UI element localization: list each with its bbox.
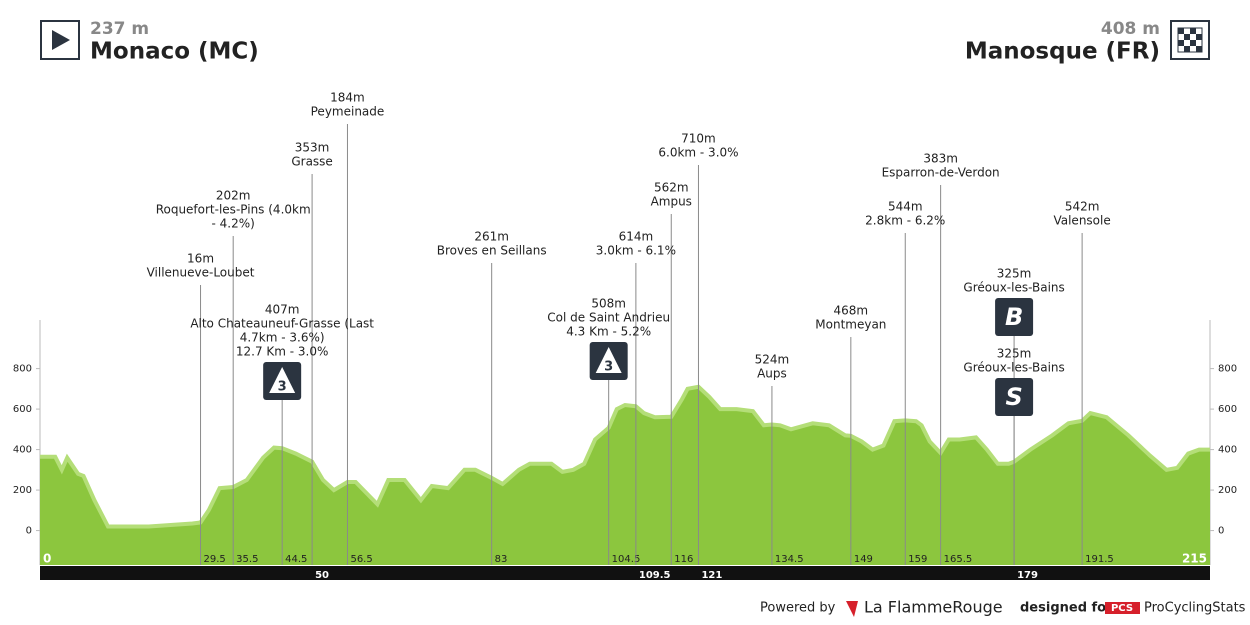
profile-layer: 0 0 200 200 400 400 600 600 800 800 0 215 29.5 35.5 44… (13, 124, 1237, 566)
point-label: 542m (1065, 200, 1100, 214)
km-label: 35.5 (236, 554, 258, 565)
point-label: 407m (265, 303, 300, 317)
point-label: Montmeyan (815, 318, 886, 332)
start-name: Monaco (MC) (90, 39, 259, 65)
point-label: Esparron-de-Verdon (882, 166, 1000, 180)
point-label: 261m (474, 230, 509, 244)
icon-mountain (595, 347, 622, 373)
km-bar-label: 179 (1017, 570, 1038, 581)
point-label: 383m (923, 152, 958, 166)
point-label: Broves en Seillans (437, 244, 547, 258)
km-start: 0 (43, 552, 51, 566)
y-tick-label: 0 (26, 526, 32, 537)
km-label: 149 (854, 554, 873, 565)
finish-icon (1170, 20, 1210, 60)
icon-box (995, 298, 1034, 336)
start-elevation: 237 m (90, 19, 149, 39)
point-label: Gréoux-les-Bains (963, 361, 1064, 375)
km-label: 83 (495, 554, 508, 565)
site-name: ProCyclingStats (1144, 601, 1246, 616)
flamme-logo (846, 601, 858, 617)
point-label: 524m (755, 353, 790, 367)
y-tick-label: 400 (13, 445, 32, 456)
point-label: 710m (681, 132, 716, 146)
point-label: 3.0km - 6.1% (596, 244, 676, 258)
start-icon (40, 20, 80, 60)
point-label: 468m (834, 304, 869, 318)
point-label: 184m (330, 91, 365, 105)
point-label: Col de Saint Andrieu (547, 311, 670, 325)
icon-text: 3 (604, 360, 613, 375)
y-tick-label: 800 (1218, 364, 1237, 375)
point-label: Roquefort-les-Pins (4.0km (156, 203, 311, 217)
icon-box (995, 378, 1034, 416)
km-label: 44.5 (285, 554, 307, 565)
km-label: 29.5 (204, 554, 226, 565)
point-label: 4.3 Km - 5.2% (566, 325, 651, 339)
km-label: 191.5 (1085, 554, 1114, 565)
point-label: - 4.2%) (212, 217, 255, 231)
pcs-logo (1105, 602, 1140, 614)
km-bar (40, 566, 1210, 580)
point-label: 202m (216, 189, 251, 203)
point-label: Valensole (1053, 214, 1110, 228)
km-label: 104.5 (612, 554, 641, 565)
icon-kom: 3 (263, 362, 302, 400)
km-label: 165.5 (944, 554, 973, 565)
pcs-text: PCS (1111, 603, 1133, 614)
brand: La FlammeRouge (864, 598, 1003, 617)
point-label: 2.8km - 6.2% (865, 214, 945, 228)
elevation-ridge (40, 384, 1210, 529)
icon-bonus: B (995, 298, 1034, 336)
km-end: 215 (1182, 552, 1207, 566)
y-tick-label: 600 (1218, 404, 1237, 415)
point-label: 353m (295, 141, 330, 155)
icon-mountain (269, 367, 296, 393)
point-label: 4.7km - 3.6%) (240, 331, 325, 345)
km-label: 134.5 (775, 554, 804, 565)
km-label: 116 (674, 554, 693, 565)
y-tick-label: 200 (1218, 485, 1237, 496)
point-label: 16m (187, 252, 214, 266)
point-label: Aups (757, 367, 787, 381)
point-label: 325m (997, 267, 1032, 281)
icon-kom: 3 (589, 342, 628, 380)
y-tick-label: 0 (1218, 526, 1224, 537)
km-label: 56.5 (350, 554, 372, 565)
point-label: 562m (654, 181, 689, 195)
y-tick-label: 800 (13, 364, 32, 375)
finish-elevation: 408 m (1101, 19, 1160, 39)
point-label: Alto Chateauneuf-Grasse (Last (190, 317, 374, 331)
icon-sprint: S (995, 378, 1034, 416)
km-bar-label: 109.5 (639, 570, 671, 581)
point-label: 508m (591, 297, 626, 311)
point-label: Peymeinade (311, 105, 385, 119)
point-label: 325m (997, 347, 1032, 361)
powered-by: Powered by (760, 601, 836, 616)
y-tick-label: 400 (1218, 445, 1237, 456)
km-label: 159 (908, 554, 927, 565)
point-label: 544m (888, 200, 923, 214)
icon-text: B (1005, 303, 1023, 331)
y-tick-label: 600 (13, 404, 32, 415)
icon-text: 3 (278, 380, 287, 395)
point-label: Villenueve-Loubet (147, 266, 255, 280)
y-tick-label: 200 (13, 485, 32, 496)
point-label: Grasse (291, 155, 332, 169)
km-bar-label: 50 (315, 570, 329, 581)
point-label: 614m (619, 230, 654, 244)
finish-name: Manosque (FR) (965, 39, 1160, 65)
km-bar-label: 121 (701, 570, 722, 581)
designed-for: designed for (1020, 601, 1113, 616)
point-label: 6.0km - 3.0% (658, 146, 738, 160)
elevation-area (40, 386, 1210, 565)
point-label: Gréoux-les-Bains (963, 281, 1064, 295)
icon-text: S (1005, 383, 1022, 411)
point-label: Ampus (651, 195, 692, 209)
point-label: 12.7 Km - 3.0% (236, 345, 329, 359)
